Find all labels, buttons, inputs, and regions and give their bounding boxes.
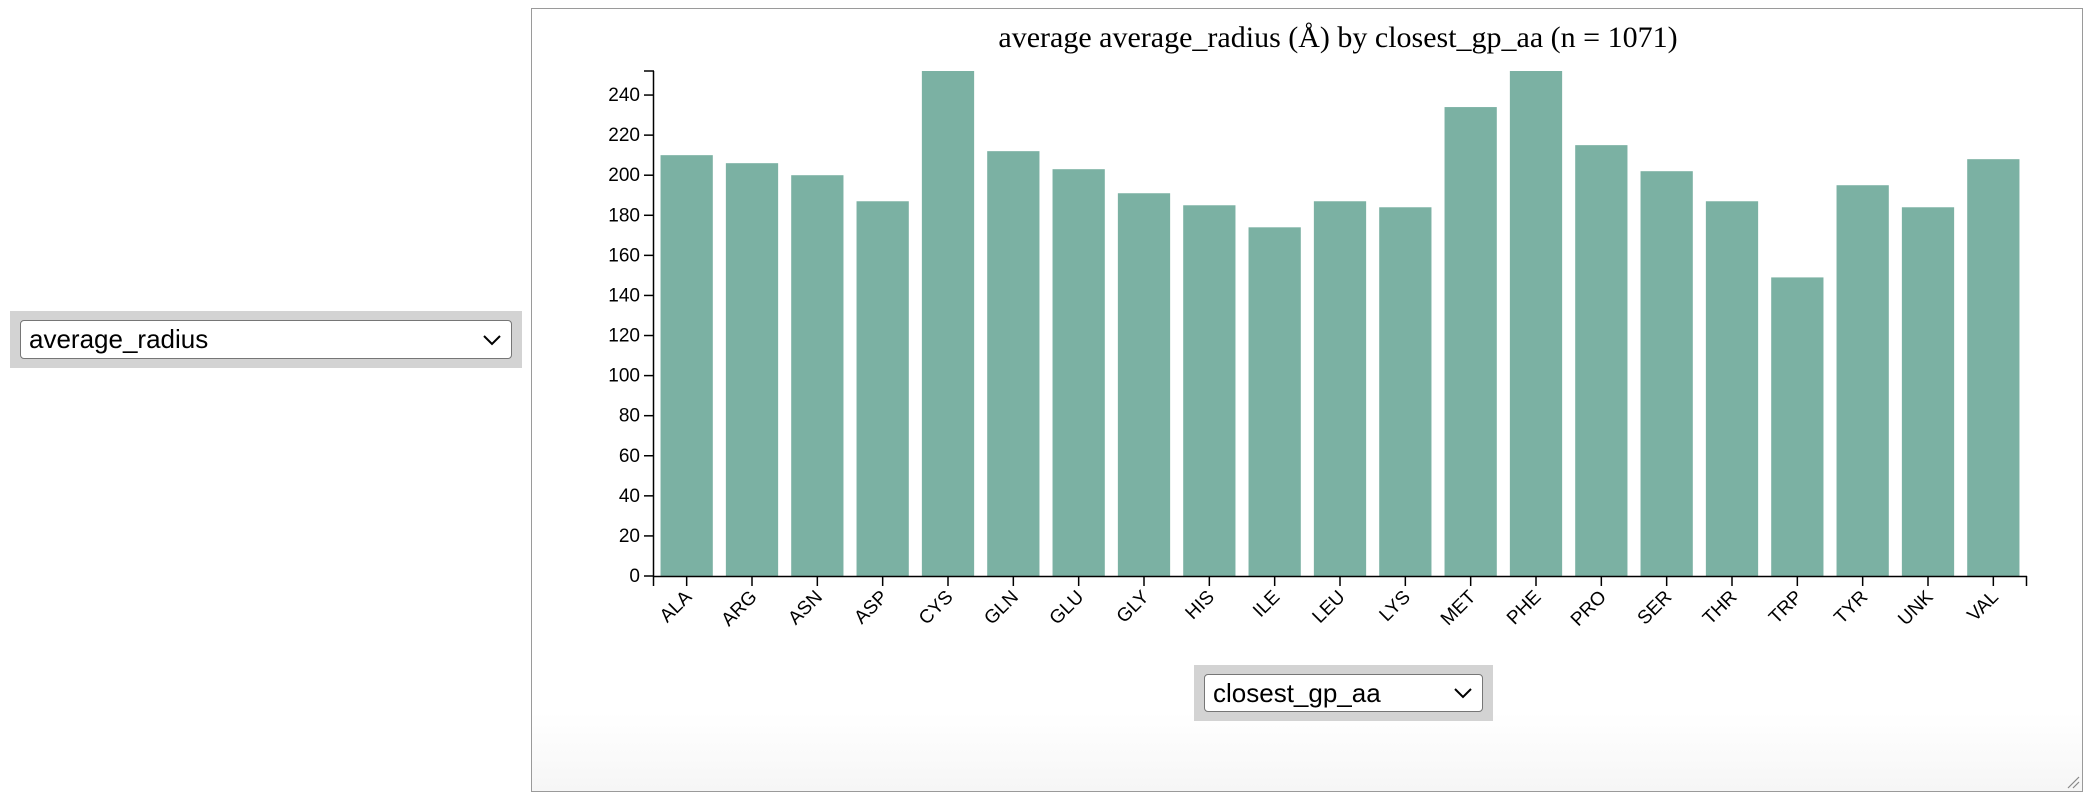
x-tick-label-phe: PHE [1503,587,1545,629]
x-tick-label-glu: GLU [1046,587,1088,629]
x-tick-label-pro: PRO [1567,587,1611,631]
y-tick-label-160: 160 [608,245,640,266]
bar-asn [791,175,844,576]
x-tick-label-ile: ILE [1249,587,1284,622]
y-tick-label-80: 80 [619,406,640,427]
x-tick-label-ser: SER [1634,587,1676,629]
x-tick-label-gly: GLY [1113,586,1154,627]
y-tick-label-0: 0 [629,566,640,587]
y-tick-label-240: 240 [608,85,640,106]
y-tick-label-20: 20 [619,526,640,547]
bar-asp [856,201,909,576]
bar-lys [1379,207,1432,576]
x-tick-label-arg: ARG [718,587,762,631]
plot-area: 0 20 40 60 80 100 120 140 160 180 200 220 240 ALA ARG A… [608,70,2028,631]
y-tick-label-180: 180 [608,205,640,226]
y-variable-select-container: average_radius [10,311,522,368]
bar-gln [987,151,1040,576]
bar-arg [725,163,779,576]
bar-his [1183,205,1236,576]
bar-thr [1705,201,1759,576]
y-tick-label-220: 220 [608,125,640,146]
bar-ala [660,155,713,576]
chevron-down-icon [1454,688,1472,699]
x-tick-label-lys: LYS [1376,587,1415,626]
y-variable-select[interactable]: average_radius [20,320,512,359]
y-tick-label-100: 100 [608,366,640,387]
x-tick-label-unk: UNK [1894,586,1937,629]
y-tick-label-120: 120 [608,326,640,347]
x-tick-label-met: MET [1437,586,1480,629]
x-tick-label-val: VAL [1964,587,2003,626]
x-tick-label-asn: ASN [784,587,826,629]
y-tick-label-200: 200 [608,165,640,186]
x-variable-select[interactable]: closest_gp_aa [1204,674,1483,712]
y-tick-label-40: 40 [619,486,640,507]
bar-cys [921,71,975,576]
x-tick-label-tyr: TYR [1830,587,1872,629]
x-tick-label-gln: GLN [980,587,1022,629]
x-tick-label-thr: THR [1699,587,1741,629]
x-variable-select-container: closest_gp_aa [1194,665,1493,721]
x-tick-label-ala: ALA [656,586,696,626]
bar-glu [1052,169,1105,576]
chart-title: average average_radius (Å) by closest_gp… [998,21,1677,54]
x-tick-label-leu: LEU [1309,587,1350,628]
resize-grip-icon[interactable] [2064,773,2080,789]
bar-unk [1901,207,1955,576]
bar-phe [1509,71,1563,576]
bar-chart: average average_radius (Å) by closest_gp… [608,21,2028,631]
bar-ser [1640,171,1693,576]
bar-leu [1313,201,1367,576]
bar-ile [1248,227,1301,577]
bar-trp [1771,277,1824,576]
bar-tyr [1836,185,1889,576]
x-tick-label-trp: TRP [1765,587,1807,629]
x-tick-label-asp: ASP [850,587,892,629]
x-tick-label-cys: CYS [915,587,957,629]
chart-panel: average average_radius (Å) by closest_gp… [531,8,2083,792]
bar-val [1967,159,2020,576]
bar-met [1444,107,1497,577]
y-tick-label-140: 140 [608,285,640,306]
x-variable-select-value: closest_gp_aa [1213,677,1381,708]
y-tick-label-60: 60 [619,446,640,467]
x-tick-label-his: HIS [1182,587,1219,624]
bar-gly [1117,193,1171,576]
y-variable-select-value: average_radius [29,324,209,354]
chevron-down-icon [483,334,501,345]
bar-pro [1575,145,1628,576]
